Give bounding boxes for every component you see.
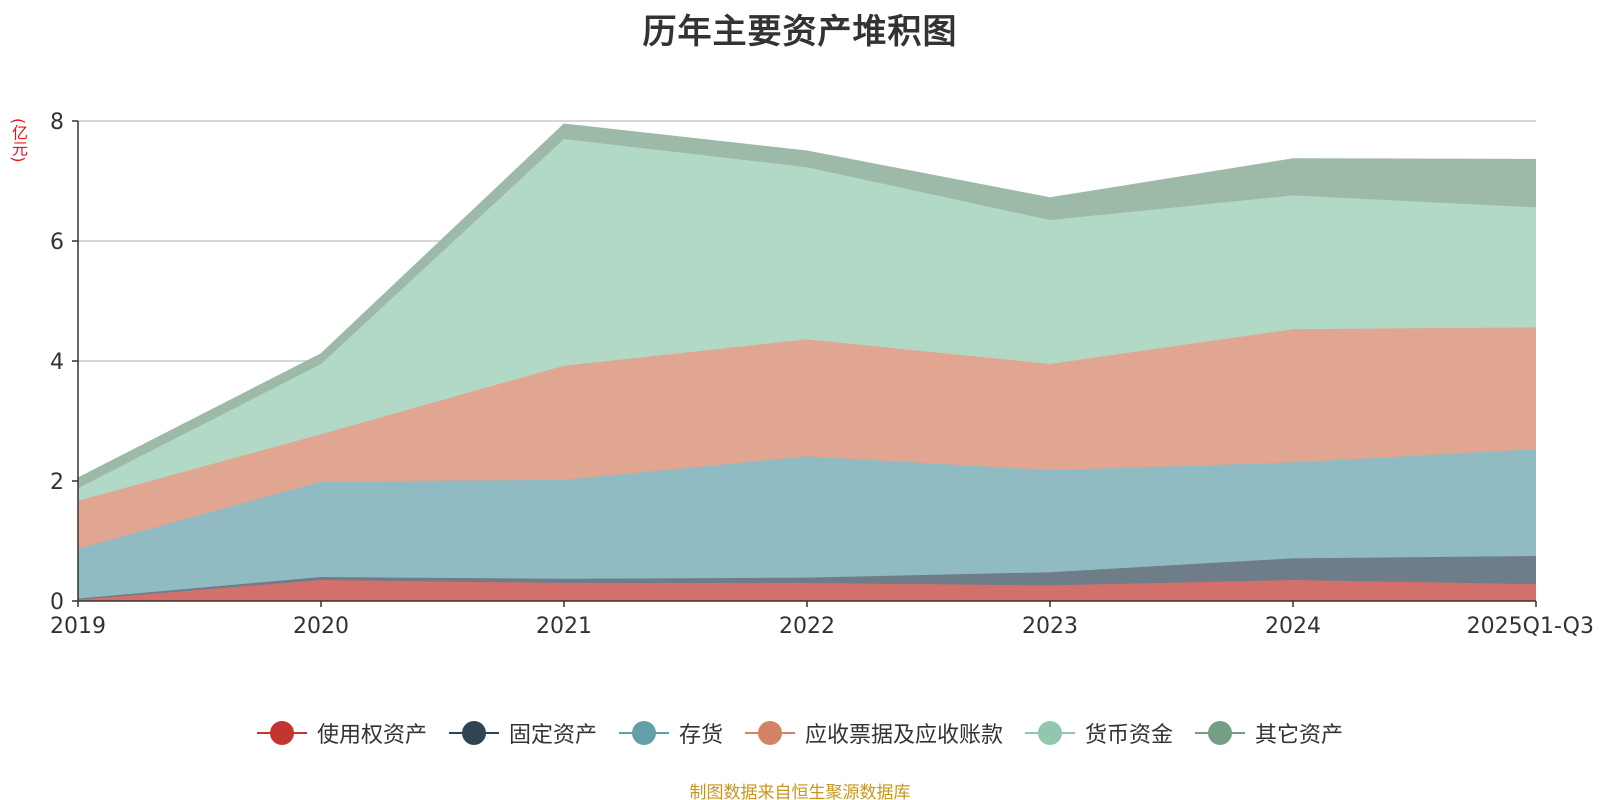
- y-tick-label-8: 8: [50, 110, 64, 135]
- x-tick-label-5: 2024: [1265, 614, 1321, 639]
- area-series: [77, 123, 1537, 601]
- legend-marker-dot: [758, 721, 782, 745]
- legend-marker-dot: [461, 721, 486, 745]
- area-series-4: [78, 139, 1536, 501]
- legend-marker-icon: [448, 718, 499, 748]
- legend-item-4[interactable]: 货币资金: [1025, 718, 1173, 748]
- legend-item-3[interactable]: 应收票据及应收账款: [745, 718, 1003, 748]
- area-edge-5: [77, 123, 1537, 479]
- x-tick-label-4: 2023: [1022, 614, 1078, 639]
- legend-marker-icon: [1025, 718, 1076, 748]
- legend-label: 存货: [678, 723, 723, 748]
- legend-item-1[interactable]: 固定资产: [448, 718, 597, 748]
- legend-marker-dot: [1208, 721, 1233, 745]
- area-series-0: [78, 580, 1536, 601]
- y-tick-label-4: 4: [50, 350, 64, 375]
- chart-title: 历年主要资产堆积图: [642, 12, 958, 52]
- legend-item-0[interactable]: 使用权资产: [256, 718, 427, 748]
- legend-marker-dot: [631, 721, 656, 745]
- legend-label: 其它资产: [1255, 723, 1344, 748]
- legend-label: 应收票据及应收账款: [805, 723, 1004, 748]
- legend-item-2[interactable]: 存货: [618, 718, 723, 748]
- y-tick-label-0: 0: [50, 590, 64, 615]
- x-tick-label-3: 2022: [779, 614, 835, 639]
- y-axis-unit-label: (亿元): [9, 118, 28, 163]
- x-tick-label-1: 2020: [293, 614, 349, 639]
- legend-label: 固定资产: [508, 723, 597, 748]
- x-tick-label-6: 2025Q1-Q3: [1467, 614, 1594, 639]
- x-tick-label-0: 2019: [50, 614, 106, 639]
- axes: 0 2 4 6 8 2019 2020 2021 2022 2023 2024 2025Q1-Q3: [50, 110, 1594, 639]
- legend-marker-dot: [1038, 721, 1063, 745]
- chart-legend: 使用权资产 固定资产 存货 应收票据及应收账款 货币资金 其它资产: [0, 718, 1600, 748]
- legend-marker-icon: [1195, 718, 1246, 748]
- x-tick-label-2: 2021: [536, 614, 592, 639]
- legend-item-5[interactable]: 其它资产: [1195, 718, 1343, 748]
- y-tick-label-6: 6: [50, 230, 64, 255]
- legend-label: 使用权资产: [316, 723, 427, 748]
- legend-label: 货币资金: [1085, 723, 1174, 748]
- area-series-2: [78, 449, 1536, 599]
- data-source-note: 制图数据来自恒生聚源数据库: [689, 783, 911, 800]
- y-tick-label-2: 2: [50, 470, 64, 495]
- legend-marker-dot: [269, 721, 294, 745]
- area-series-5: [78, 124, 1536, 489]
- legend-marker-icon: [745, 718, 795, 748]
- area-series-3: [78, 327, 1536, 549]
- legend-marker-icon: [618, 718, 669, 748]
- stacked-area-chart: 0 2 4 6 8 2019 2020 2021 2022 2023 2024 2025Q1-Q3: [50, 110, 1594, 639]
- legend-marker-icon: [256, 718, 307, 748]
